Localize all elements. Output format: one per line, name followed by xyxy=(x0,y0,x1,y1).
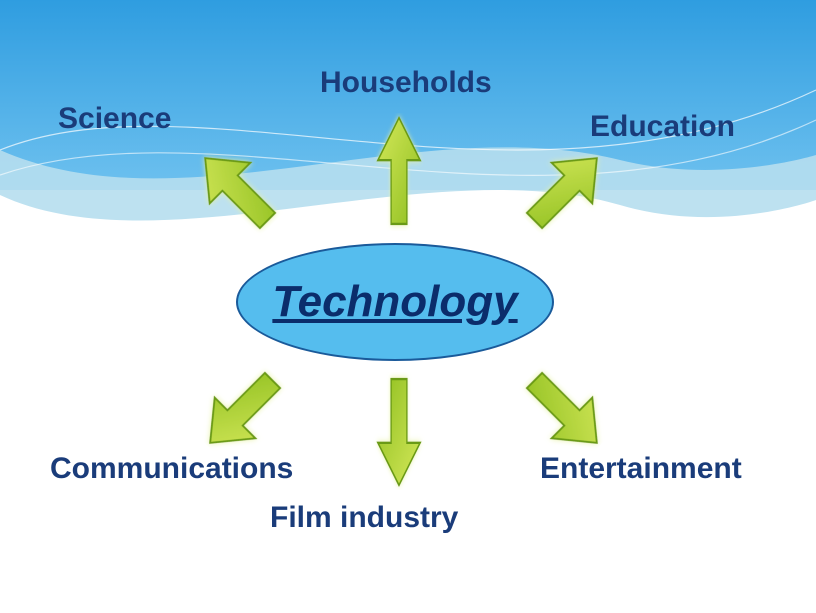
arrow-to-film xyxy=(366,372,432,490)
node-label-entertainment: Entertainment xyxy=(540,452,742,486)
arrow-to-science xyxy=(171,124,304,257)
center-label: Technology xyxy=(272,277,517,327)
node-label-households: Households xyxy=(320,66,492,100)
diagram-stage: Technology xyxy=(0,0,816,613)
center-node: Technology xyxy=(236,243,554,361)
center-ellipse: Technology xyxy=(236,243,554,361)
arrow-to-households xyxy=(366,113,432,231)
node-label-communications: Communications xyxy=(50,452,293,486)
node-label-science: Science xyxy=(58,102,171,136)
node-label-education: Education xyxy=(590,110,735,144)
node-label-film: Film industry xyxy=(270,501,458,535)
